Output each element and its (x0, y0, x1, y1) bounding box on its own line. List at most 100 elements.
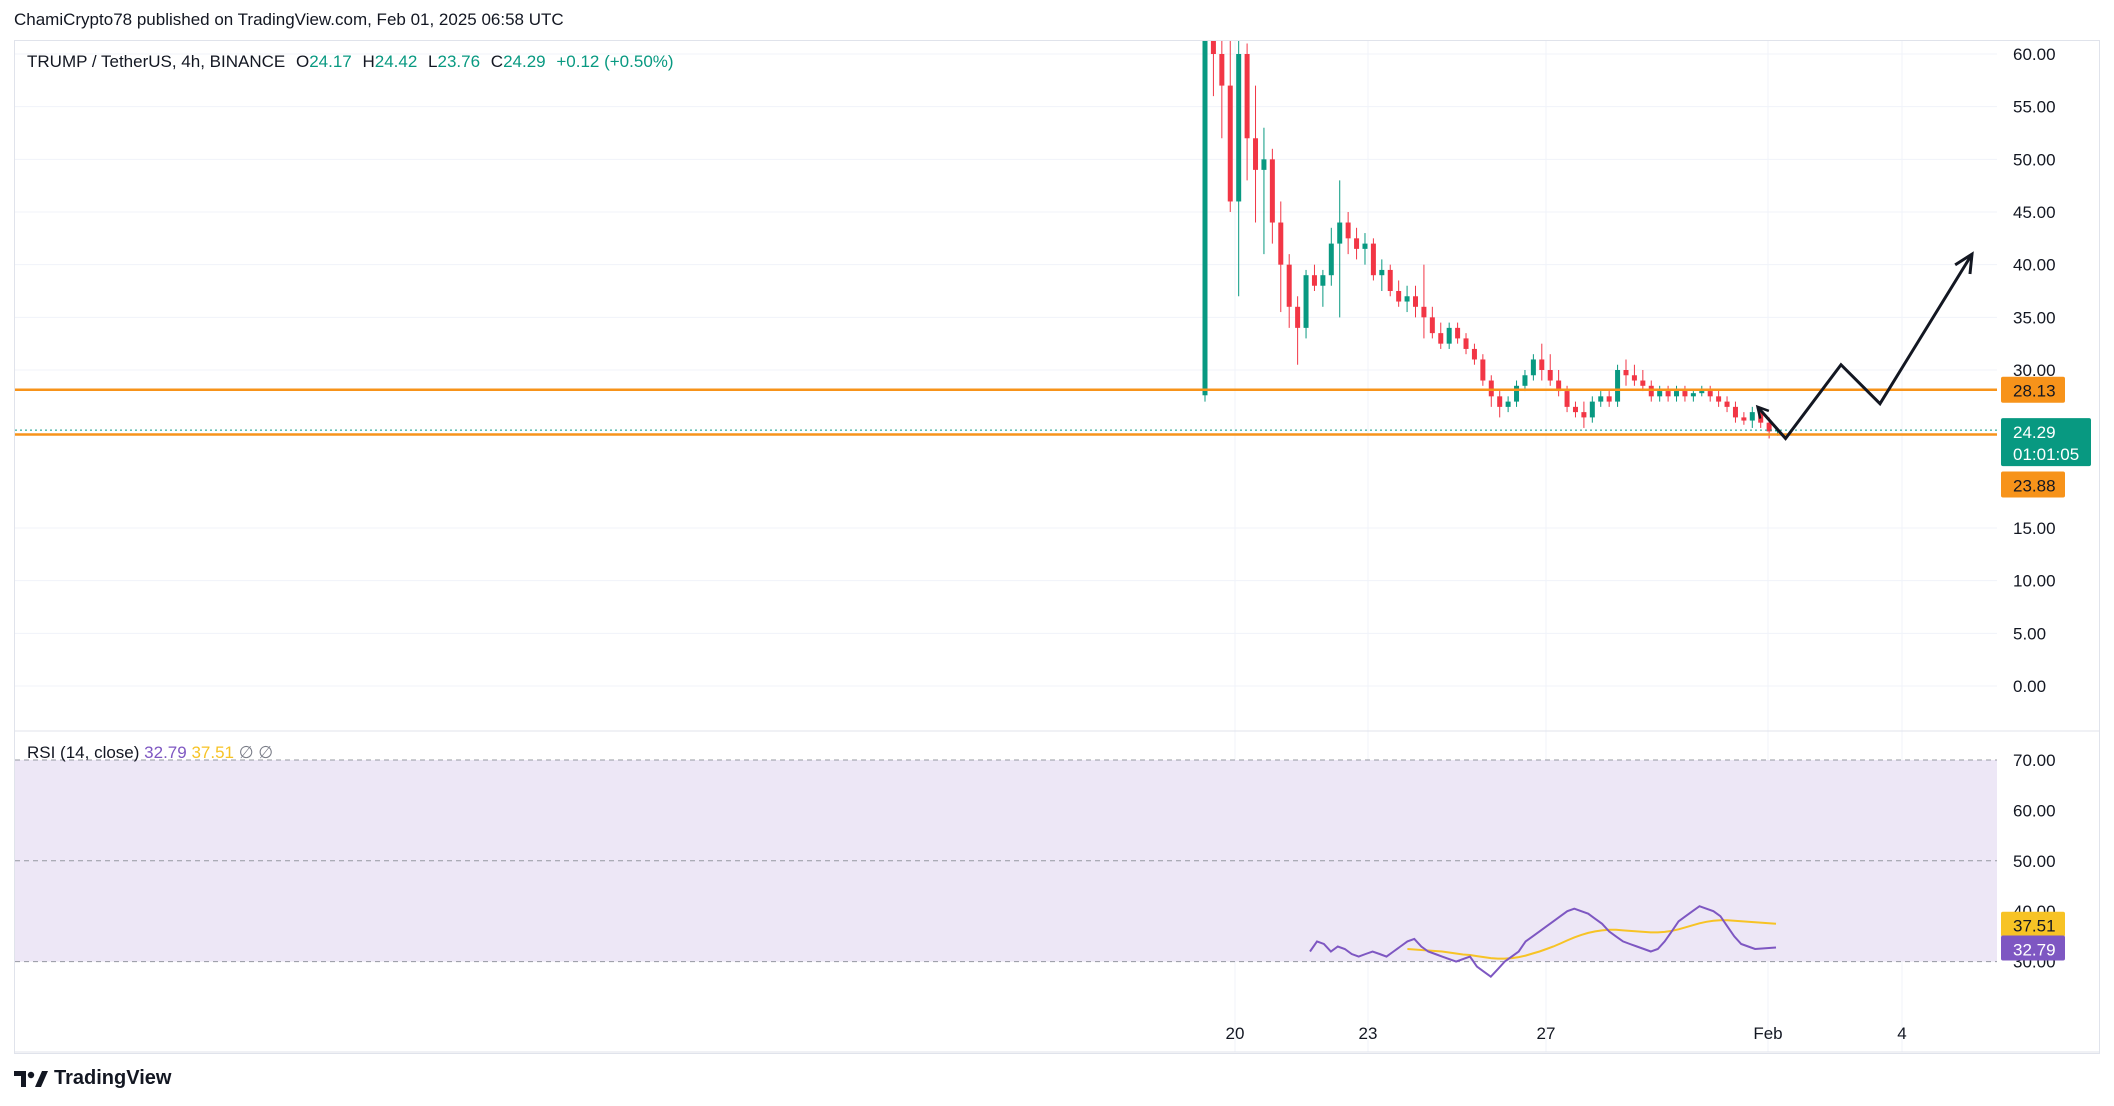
close-value: 24.29 (503, 52, 546, 71)
high-value: 24.42 (374, 52, 418, 71)
low-value: 23.76 (437, 52, 481, 71)
candle-body (1244, 54, 1250, 139)
price-tick-label: 10.00 (2013, 572, 2056, 591)
rsi-extra-1: ∅ (238, 743, 254, 762)
candle-body (1438, 333, 1444, 344)
projection-path (1755, 251, 1974, 441)
rsi-title: RSI (14, close) (27, 743, 140, 762)
price-tick-label: 30.00 (2013, 361, 2056, 380)
projection-line (1756, 253, 1974, 441)
rsi-extra-2: ∅ (258, 743, 274, 762)
candle-body (1589, 401, 1595, 418)
candle-body (1421, 306, 1427, 318)
candle-body (1741, 417, 1747, 421)
candle-body (1320, 275, 1326, 286)
candle-body (1210, 41, 1216, 54)
candle-body (1370, 243, 1376, 276)
candle-body (1707, 391, 1713, 397)
price-tick-label: 60.00 (2013, 45, 2056, 64)
rsi-tick-label: 70.00 (2013, 751, 2056, 770)
candle-body (1572, 406, 1578, 413)
candlestick-series (1202, 41, 1781, 439)
rsi-ma-tag-text: 37.51 (2013, 917, 2056, 936)
rsi-legend: RSI (14, close) 32.79 37.51 ∅ ∅ (27, 743, 273, 763)
candle-body (1640, 380, 1646, 386)
projection-arrowhead (1954, 251, 1974, 275)
chart-grid (15, 41, 2099, 1053)
candle-body (1648, 385, 1654, 397)
rsi-value-tag-bg (2001, 935, 2065, 961)
candle-body (1337, 222, 1343, 244)
candle-body (1463, 338, 1469, 349)
candle-body (1732, 406, 1738, 418)
price-tick-label: 5.00 (2013, 624, 2046, 643)
candle-body (1623, 370, 1629, 376)
candle-body (1539, 359, 1545, 370)
rsi-value: 32.79 (144, 743, 187, 762)
candle-body (1311, 275, 1317, 286)
axis-tags: 28.13 24.29 01:01:05 23.88 37.51 32.79 (2001, 376, 2091, 961)
price-tick-label: 50.00 (2013, 150, 2056, 169)
symbol-legend: TRUMP / TetherUS, 4h, BINANCE O24.17 H24… (27, 52, 674, 72)
candle-body (1387, 269, 1393, 291)
rsi-ma-value: 37.51 (191, 743, 234, 762)
candle-body (1598, 396, 1604, 402)
candle-body (1396, 291, 1402, 302)
symbol-name: TRUMP / TetherUS, 4h, BINANCE (27, 52, 286, 71)
price-tick-label: 35.00 (2013, 308, 2056, 327)
brand-name: TradingView (54, 1067, 172, 1089)
candle-body (1446, 327, 1452, 344)
candle-body (1303, 275, 1309, 328)
candle-body (1236, 54, 1242, 202)
level-tag-lower-bg (2001, 471, 2065, 498)
high-label: H (362, 52, 375, 71)
tradingview-brand[interactable]: TradingView (14, 1067, 171, 1090)
price-tick-label: 55.00 (2013, 98, 2056, 117)
chart-frame (14, 40, 2100, 1054)
time-tick-label: 27 (1537, 1024, 1556, 1043)
candle-body (1514, 385, 1520, 402)
candle-body (1497, 396, 1503, 407)
candle-body (1564, 391, 1570, 407)
rsi-tick-label: 60.00 (2013, 801, 2056, 820)
horizontal-levels (15, 388, 1997, 436)
change-value: +0.12 (+0.50%) (556, 52, 674, 71)
candle-body (1278, 222, 1284, 265)
candle-body (1202, 41, 1208, 396)
candle-body (1657, 391, 1663, 397)
rsi-band-layer (15, 759, 1997, 963)
candle-body (1455, 327, 1461, 339)
candle-body (1429, 317, 1435, 334)
candle-body (1404, 296, 1410, 302)
candle-body (1505, 401, 1511, 407)
candle-body (1674, 391, 1680, 397)
tradingview-logo-icon (14, 1070, 48, 1087)
level-tag-upper-bg (2001, 376, 2065, 403)
candle-body (1547, 370, 1553, 381)
candle-body (1413, 296, 1418, 307)
time-tick-label: 4 (1897, 1024, 1906, 1043)
candle-body (1606, 396, 1612, 402)
price-axis: 60.00 55.00 50.00 45.00 40.00 35.00 30.00 15.00… (2013, 45, 2056, 696)
rsi-line (1309, 905, 1777, 979)
publisher-attribution: ChamiCrypto78 published on TradingView.c… (14, 10, 564, 29)
time-tick-label: Feb (1753, 1024, 1782, 1043)
last-price-tag-text: 24.29 (2013, 423, 2056, 442)
low-label: L (428, 52, 438, 71)
candle-body (1480, 359, 1486, 381)
rsi-tick-label: 50.00 (2013, 852, 2056, 871)
last-price-tag-bg (2001, 418, 2091, 467)
candle-body (1488, 380, 1494, 397)
candle-body (1749, 412, 1755, 421)
candle-body (1345, 222, 1351, 239)
candle-body (1615, 370, 1621, 402)
candle-body (1699, 391, 1705, 394)
candle-body (1530, 359, 1536, 376)
candle-body (1690, 393, 1696, 397)
candle-body (1286, 264, 1292, 307)
open-label: O (295, 52, 310, 71)
price-tick-label: 40.00 (2013, 256, 2056, 275)
price-tick-label: 0.00 (2013, 677, 2046, 696)
candle-body (1631, 375, 1637, 381)
